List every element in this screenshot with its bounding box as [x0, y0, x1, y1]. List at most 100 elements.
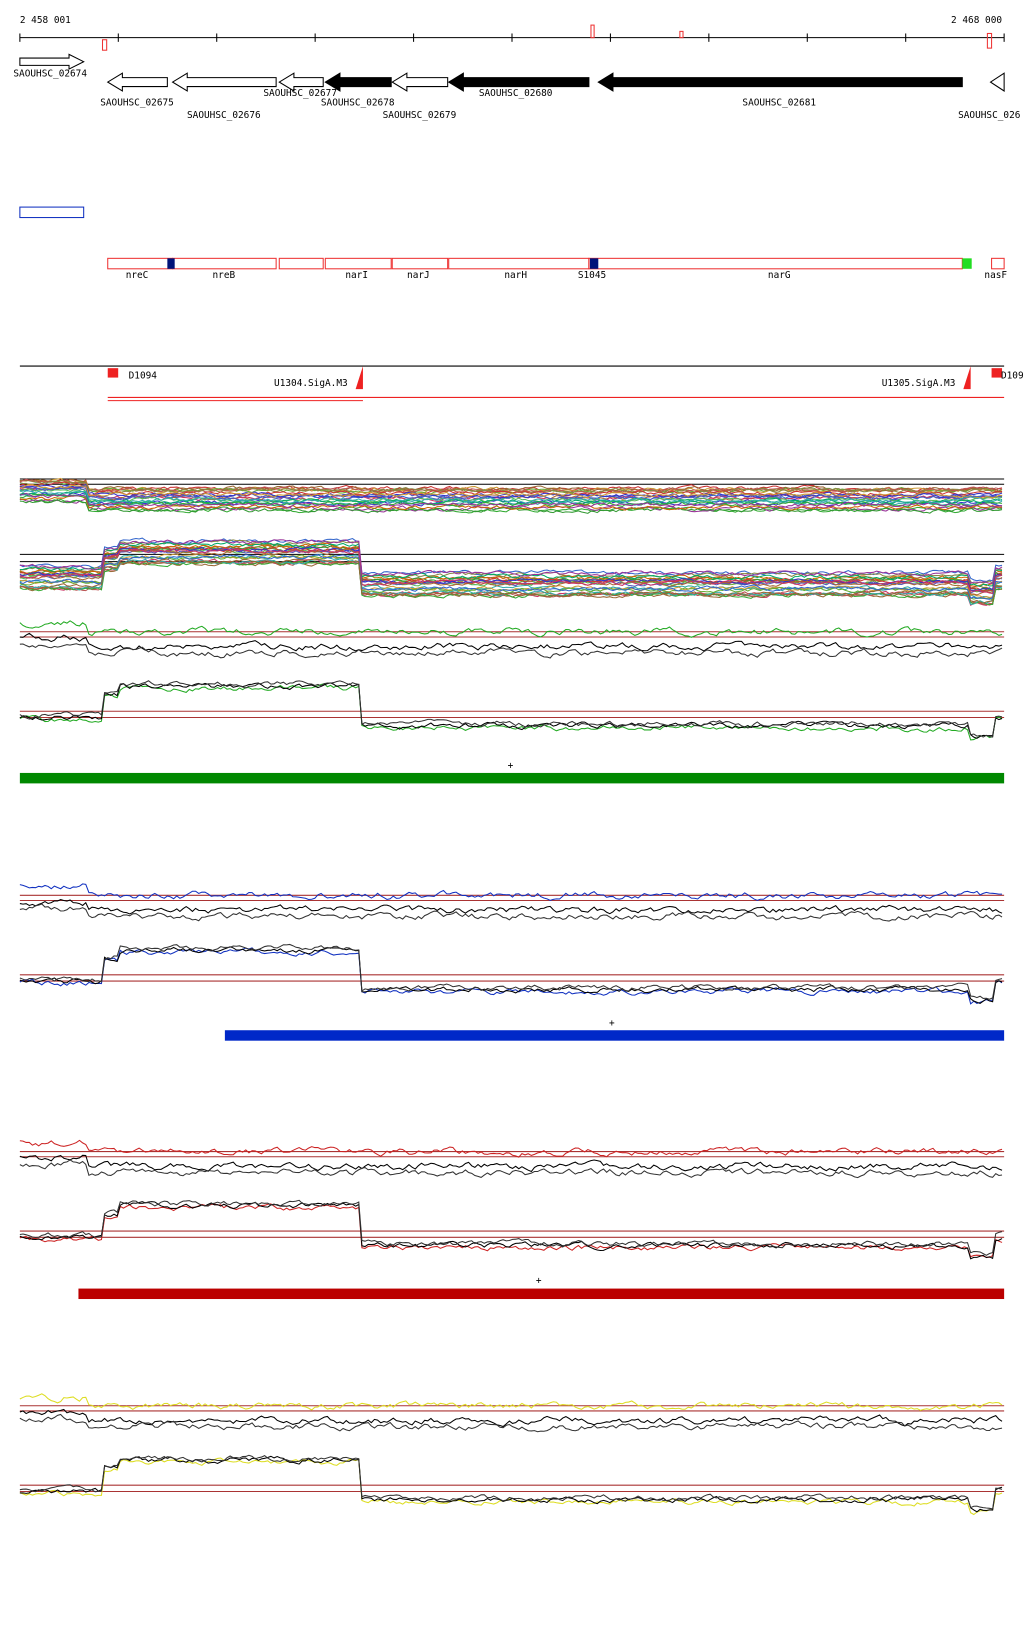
gene-arrow: [19, 53, 85, 70]
feature-box: [991, 257, 1005, 270]
multi-trace: [19, 492, 1003, 509]
multi-trace: [19, 479, 1003, 495]
multi-trace: [19, 560, 1003, 606]
gene-label: SAOUHSC_02676: [187, 110, 261, 121]
gene-arrow: [106, 72, 168, 92]
signal-trace: [19, 1159, 1003, 1179]
signal-trace: [19, 1455, 1003, 1513]
multi-trace: [19, 483, 1003, 499]
site-corner: [963, 366, 971, 390]
feature-box: [107, 257, 174, 270]
multi-trace: [19, 548, 1003, 596]
strand-bar: [224, 1030, 1005, 1041]
gene-label: SAOUHSC_02675: [100, 98, 174, 109]
site-label: D1094: [129, 371, 158, 382]
site-corner: [355, 366, 363, 390]
signal-trace: [19, 1139, 1003, 1158]
gene-label: SAOUHSC_02674: [13, 68, 87, 79]
multi-trace: [19, 495, 1003, 511]
multi-trace: [19, 484, 1003, 499]
signal-trace: [19, 1201, 1003, 1260]
gene-label: SAOUHSC_02677: [263, 88, 337, 99]
feature-box: [172, 257, 277, 270]
gene-arrow: [447, 72, 590, 92]
feature-label: narJ: [407, 270, 430, 281]
strand-bar: [19, 772, 1005, 784]
site-block: [107, 368, 119, 378]
signal-trace: [19, 947, 1003, 1005]
strand-bar: [78, 1288, 1005, 1300]
gene-arrow: [989, 72, 1005, 92]
multi-trace: [19, 547, 1003, 595]
multi-trace: [19, 558, 1003, 604]
feature-label: narG: [768, 270, 791, 281]
feature-mark: [167, 258, 175, 269]
feature-mark: [589, 258, 599, 269]
signal-trace: [19, 903, 1003, 922]
gene-arrow: [324, 72, 392, 92]
multi-trace: [19, 554, 1003, 601]
feature-box: [588, 257, 963, 270]
multi-trace: [19, 479, 1003, 495]
signal-trace: [19, 1203, 1003, 1258]
ruler-mark: [679, 30, 684, 39]
multi-trace: [19, 478, 1003, 495]
feature-mark: [962, 258, 972, 269]
gene-arrow: [171, 72, 277, 92]
ruler-end: 2 468 000: [951, 15, 1002, 26]
feature-box: [278, 257, 324, 270]
gene-label: SAOUHSC_02681: [742, 98, 816, 109]
signal-trace: [19, 1199, 1003, 1256]
region-box: [19, 206, 85, 219]
signal-trace: [19, 1393, 1003, 1411]
strand-label: +: [609, 1018, 615, 1029]
ruler-mark: [590, 24, 595, 39]
signal-trace: [19, 682, 1003, 739]
feature-label: S1045: [578, 270, 606, 281]
gene-label: SAOUHSC_02680: [479, 88, 553, 99]
feature-label: narH: [504, 270, 527, 281]
signal-trace: [19, 632, 1003, 652]
gene-arrow: [278, 72, 324, 92]
multi-trace: [19, 499, 1003, 514]
feature-label: narI: [345, 270, 368, 281]
signal-trace: [19, 683, 1003, 741]
signal-trace: [19, 1408, 1003, 1428]
multi-trace: [19, 539, 1003, 585]
signal-trace: [19, 1457, 1003, 1516]
gene-label: SAOUHSC_02678: [321, 98, 395, 109]
gene-arrow: [597, 72, 963, 92]
signal-trace: [19, 620, 1003, 638]
feature-label: nreB: [213, 270, 236, 281]
signal-trace: [19, 943, 1003, 1000]
ruler-start: 2 458 001: [20, 15, 71, 26]
feature-box: [448, 257, 590, 270]
strand-label: +: [508, 761, 514, 772]
gene-arrow: [391, 72, 449, 92]
ruler-mark: [986, 32, 993, 49]
site-label: U1305.SigA.M3: [882, 378, 956, 389]
feature-box: [391, 257, 449, 270]
signal-trace: [19, 643, 1003, 659]
signal-trace: [19, 1413, 1003, 1433]
site-label: U1304.SigA.M3: [274, 378, 348, 389]
site-label: D109: [1001, 371, 1024, 382]
signal-trace: [19, 899, 1003, 915]
gene-label: SAOUHSC_026: [958, 110, 1021, 121]
multi-trace: [19, 489, 1003, 504]
site-block: [991, 368, 1003, 378]
ruler-mark: [101, 39, 108, 51]
strand-label: +: [536, 1275, 542, 1286]
feature-label: nreC: [126, 270, 149, 281]
signal-trace: [19, 883, 1003, 901]
signal-trace: [19, 680, 1003, 738]
multi-trace: [19, 541, 1003, 588]
feature-box: [324, 257, 392, 270]
signal-trace: [19, 1154, 1003, 1173]
multi-trace: [19, 493, 1003, 508]
feature-label: nasF: [984, 270, 1007, 281]
signal-trace: [19, 1454, 1003, 1510]
multi-trace: [19, 554, 1003, 600]
